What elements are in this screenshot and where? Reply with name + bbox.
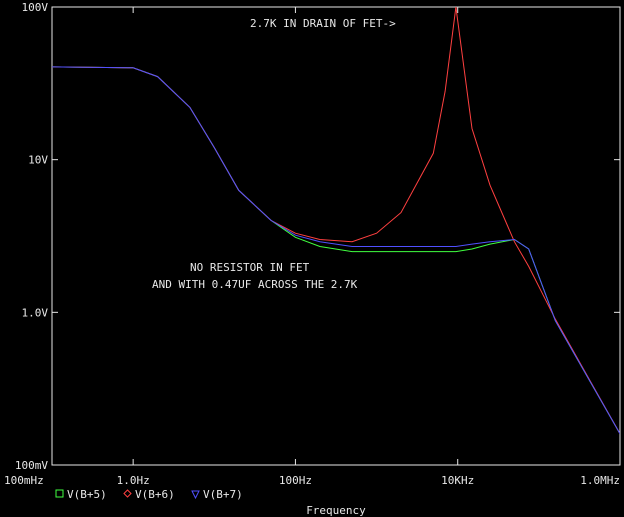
annotation: 2.7K IN DRAIN OF FET-> bbox=[250, 17, 396, 30]
series-line bbox=[52, 7, 620, 435]
y-tick-label: 1.0V bbox=[22, 306, 49, 319]
x-tick-label: 1.0Hz bbox=[117, 474, 150, 487]
annotation: AND WITH 0.47UF ACROSS THE 2.7K bbox=[152, 278, 358, 291]
legend-marker bbox=[123, 489, 132, 498]
legend-marker bbox=[191, 490, 200, 500]
x-tick-label: 1.0MHz bbox=[580, 474, 620, 487]
legend-label: V(B+7) bbox=[203, 488, 243, 501]
legend-label: V(B+5) bbox=[67, 488, 107, 501]
y-tick-label: 100V bbox=[22, 1, 49, 14]
x-tick-label: 10KHz bbox=[441, 474, 474, 487]
x-tick-label: 100mHz bbox=[4, 474, 44, 487]
plot-lines bbox=[52, 7, 620, 435]
series-line bbox=[52, 66, 620, 435]
series-line bbox=[52, 66, 620, 435]
annotation: NO RESISTOR IN FET bbox=[190, 261, 310, 274]
y-tick-label: 100mV bbox=[15, 459, 48, 472]
legend-label: V(B+6) bbox=[135, 488, 175, 501]
y-tick-label: 10V bbox=[28, 154, 48, 167]
plot-frame bbox=[51, 6, 621, 466]
legend-marker bbox=[55, 489, 64, 498]
x-tick-label: 100Hz bbox=[279, 474, 312, 487]
x-axis-label: Frequency bbox=[306, 504, 366, 517]
